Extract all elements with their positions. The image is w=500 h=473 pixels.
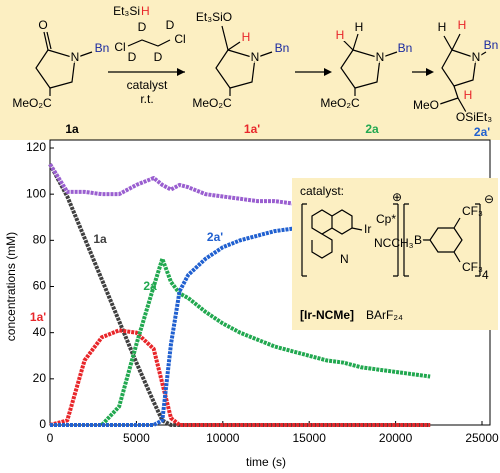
catalyst-name: [Ir-NCMe]	[300, 308, 354, 322]
atom: Bn	[95, 41, 110, 55]
compound-label: 2a	[365, 122, 379, 136]
atom: Ir	[364, 222, 371, 236]
series-label: 1a	[93, 232, 107, 246]
atom: Cl	[114, 40, 125, 54]
atom: Cl	[174, 32, 185, 46]
catalyst-title: catalyst:	[300, 184, 344, 198]
ring	[35, 49, 76, 89]
y-tick-label: 120	[26, 140, 46, 154]
y-tick-label: 60	[33, 279, 47, 293]
atom: B	[414, 233, 422, 247]
series-label: 1a'	[30, 310, 46, 324]
y-tick-label: 40	[33, 325, 47, 339]
x-tick-label: 0	[47, 431, 54, 445]
atom: H	[242, 30, 251, 44]
y-tick-label: 80	[33, 233, 47, 247]
charge: ⊕	[392, 190, 402, 204]
atom: D	[138, 20, 147, 34]
atom: H	[336, 28, 345, 42]
compound-label: 1a	[65, 122, 79, 136]
atom: MeO₂C	[320, 96, 360, 110]
x-axis-label: time (s)	[246, 455, 286, 469]
scheme-background	[0, 0, 500, 140]
bonds	[43, 31, 93, 96]
atom: D	[166, 18, 175, 32]
atom: MeO₂C	[192, 96, 232, 110]
bonds	[342, 33, 398, 96]
compound-label: 2a'	[474, 125, 490, 139]
y-tick-label: 0	[39, 417, 46, 431]
series-line	[49, 328, 431, 427]
reagent: Et₃Si	[113, 4, 140, 18]
ring	[215, 49, 256, 89]
aryl	[420, 217, 463, 263]
atom: N	[71, 50, 80, 64]
condition: r.t.	[140, 92, 153, 106]
x-tick-label: 20000	[379, 431, 413, 445]
atom: D	[128, 50, 137, 64]
y-axis-label: concentrations (mM)	[4, 232, 18, 341]
series-line	[50, 256, 431, 427]
series-label: 2a'	[207, 230, 223, 244]
charge: ⊖	[484, 192, 494, 206]
condition: catalyst	[127, 78, 168, 92]
catalyst-box	[292, 178, 498, 330]
compound-label: 1a'	[244, 122, 260, 136]
atom: Cp*	[376, 212, 396, 226]
atom: O	[38, 18, 47, 32]
atom: H	[458, 18, 467, 32]
y-tick-label: 20	[33, 371, 47, 385]
y-tick-label: 100	[26, 186, 46, 200]
atom: OSiEt₃	[456, 110, 492, 124]
x-tick-label: 10000	[206, 431, 240, 445]
solvent-bonds	[127, 39, 171, 47]
phenanthroline	[311, 209, 363, 259]
ring	[441, 49, 477, 87]
bonds	[221, 25, 273, 96]
bonds	[439, 33, 487, 113]
atom: Bn	[484, 38, 499, 52]
atom: 4	[482, 268, 489, 282]
x-tick-label: 25000	[465, 431, 499, 445]
ring	[340, 49, 381, 89]
atom: MeO₂C	[12, 96, 52, 110]
atom: NCCH₃	[374, 236, 414, 250]
atom: N	[251, 50, 260, 64]
arrow-head	[177, 68, 185, 76]
atom: H	[355, 20, 364, 34]
atom: H	[438, 20, 447, 34]
catalyst-name: BArF₂₄	[366, 308, 403, 322]
series-label: 2a	[143, 279, 157, 293]
x-tick-label: 5000	[123, 431, 150, 445]
atom: Bn	[275, 41, 290, 55]
atom: N	[376, 50, 385, 64]
atom: N	[472, 50, 481, 64]
brackets	[301, 203, 481, 277]
atom: Et₃SiO	[196, 10, 232, 24]
atom: CF₃	[462, 260, 483, 274]
atom: MeO	[413, 98, 439, 112]
atom: H	[464, 88, 473, 102]
x-tick-label: 15000	[293, 431, 327, 445]
arrow-head	[324, 68, 332, 76]
atom: D	[154, 50, 163, 64]
atom: N	[340, 252, 349, 266]
arrow-head	[426, 68, 434, 76]
atom: CF₃	[462, 204, 483, 218]
atom: Bn	[398, 41, 413, 55]
reagent-h: H	[141, 4, 150, 18]
